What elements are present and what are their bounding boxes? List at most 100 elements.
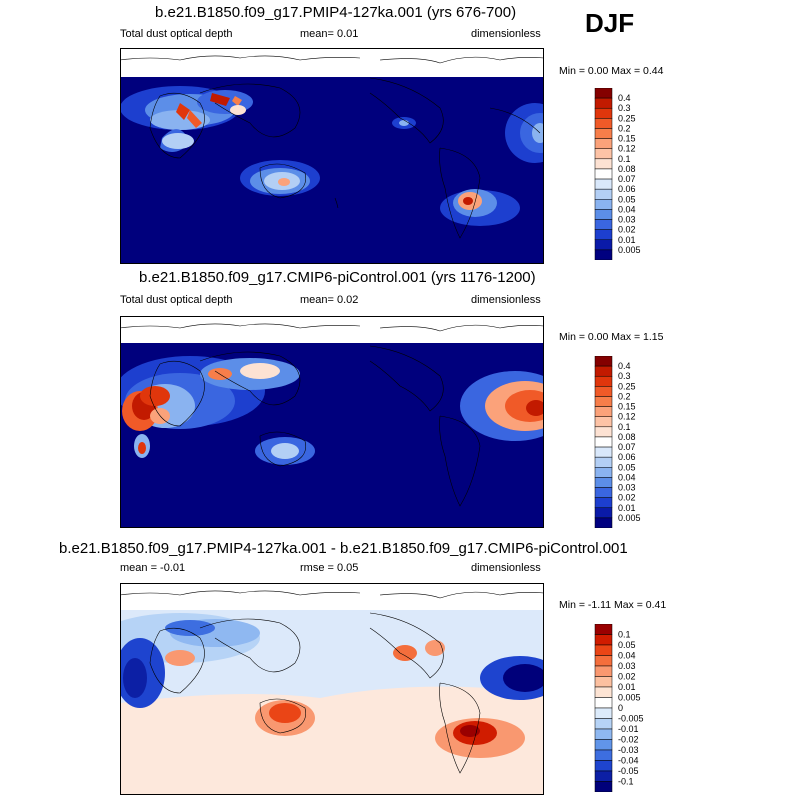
panel-1-colorbar-box [594,219,613,230]
panel-2-colorbar-box [594,386,613,397]
panel-2-title: b.e21.B1850.f09_g17.CMIP6-piControl.001 … [139,269,536,286]
panel-1-colorbar-box [594,158,613,170]
panel-2-map [120,316,544,528]
panel-1-colorbar-box [594,138,613,149]
panel-2-minmax: Min = 0.00 Max = 1.15 [559,331,664,343]
panel-3-colorbar-label: 0.02 [618,672,636,682]
panel-1-colorbar-label: 0.03 [618,215,636,225]
panel-1-colorbar-label: 0.3 [618,103,631,113]
panel-3-colorbar-label: 0.005 [618,693,641,703]
panel-1-colorbar-box [594,199,613,210]
panel-2-colorbar-box [594,507,613,519]
panel-1-minmax: Min = 0.00 Max = 0.44 [559,65,664,77]
panel-1-title: b.e21.B1850.f09_g17.PMIP4-127ka.001 (yrs… [155,4,517,21]
panel-3-colorbar-label: -0.02 [618,735,639,745]
panel-3-colorbar-box [594,739,613,751]
panel-3-colorbar-box [594,665,613,677]
panel-3-colorbar-label: -0.005 [618,714,644,724]
panel-3-colorbar-label: 0.1 [618,630,631,640]
panel-3-colorbar: 0.10.050.040.030.020.010.0050-0.005-0.01… [594,624,644,792]
panel-1-colorbar-box [594,148,613,160]
panel-3-colorbar-box [594,634,613,646]
panel-2-colorbar: 0.40.30.250.20.150.120.10.080.070.060.05… [594,356,641,528]
panel-1-colorbar-label: 0.12 [618,144,636,154]
panel-2-colorbar-box [594,356,613,367]
panel-3-colorbar-box [594,781,613,792]
panel-1-colorbar-label: 0.07 [618,174,636,184]
panel-3-colorbar-box [594,624,613,635]
panel-2-colorbar-label: 0.03 [618,483,636,493]
panel-3-colorbar-box [594,760,613,772]
panel-2-colorbar-box [594,375,613,387]
panel-3-diff-shading [120,610,544,758]
panel-2-colorbar-label: 0.005 [618,513,641,523]
panel-2-colorbar-label: 0.4 [618,361,631,371]
panel-2-colorbar-box [594,426,613,438]
panel-2-colorbar-box [594,446,613,458]
panel-1-map [120,48,544,264]
panel-3-colorbar-box [594,728,613,740]
panel-1-colorbar-label: 0.04 [618,204,636,214]
panel-1-colorbar-label: 0.25 [618,113,636,123]
panel-3-colorbar-label: -0.1 [618,777,634,787]
panel-3-colorbar-box [594,644,613,656]
panel-1-colorbar-label: 0.08 [618,164,636,174]
panel-3-colorbar-box [594,718,613,730]
panel-3-colorbar-label: -0.03 [618,745,639,755]
panel-3-colorbar-label: 0.05 [618,640,636,650]
panel-1-colorbar-label: 0.2 [618,123,631,133]
panel-1-colorbar-box [594,239,613,251]
panel-1-colorbar-box [594,128,613,139]
panel-2-colorbar-label: 0.3 [618,371,631,381]
panel-2-colorbar-label: 0.04 [618,472,636,482]
panel-1-coastlines [120,55,544,239]
panel-2-colorbar-box [594,456,613,468]
panel-1-colorbar-label: 0.02 [618,225,636,235]
panel-1-colorbar-box [594,178,613,190]
panel-3-colorbar-label: 0.03 [618,661,636,671]
panel-1-colorbar-label: 0.01 [618,235,636,245]
panel-1-units-label: dimensionless [471,28,541,40]
panel-3-colorbar-label: 0.04 [618,651,636,661]
panel-2-colorbar-label: 0.02 [618,493,636,503]
panel-3-colorbar-label: 0.01 [618,682,636,692]
panel-1-colorbar-box [594,209,613,220]
panel-3-colorbar-label: -0.05 [618,766,639,776]
panel-1-colorbar-box [594,107,613,119]
panel-2-coastlines [120,323,544,507]
panel-2-units-label: dimensionless [471,294,541,306]
panel-2-dust-field [120,356,544,465]
panel-1-colorbar-label: 0.4 [618,93,631,103]
panel-1-colorbar-box [594,88,613,99]
panel-2-left-label: Total dust optical depth [120,294,233,306]
panel-1-colorbar-box [594,249,613,260]
panel-1-mean-label: mean= 0.01 [300,28,359,40]
panel-1-left-label: Total dust optical depth [120,28,233,40]
panel-2-mean-label: mean= 0.02 [300,294,359,306]
panel-3-colorbar-box [594,770,613,782]
panel-1-colorbar-box [594,229,613,241]
panel-3-mean-label: mean = -0.01 [120,562,186,574]
panel-2-colorbar-box [594,517,613,528]
panel-2-colorbar-label: 0.01 [618,503,636,513]
panel-2-colorbar-box [594,365,613,377]
panel-1-colorbar: 0.40.30.250.20.150.120.10.080.070.060.05… [594,88,641,260]
panel-1-colorbar-box [594,97,613,109]
panel-3-rmse-label: rmse = 0.05 [300,562,359,574]
panel-2-colorbar-box [594,467,613,478]
panel-2-colorbar-label: 0.06 [618,452,636,462]
panel-2-colorbar-label: 0.07 [618,442,636,452]
panel-3-colorbar-label: 0 [618,703,623,713]
panel-2-colorbar-label: 0.15 [618,402,636,412]
panel-2-colorbar-label: 0.1 [618,422,631,432]
panel-2-colorbar-label: 0.2 [618,391,631,401]
panel-2-colorbar-box [594,487,613,498]
panel-2-colorbar-label: 0.08 [618,432,636,442]
panel-3-colorbar-box [594,707,613,719]
panel-1-colorbar-label: 0.15 [618,134,636,144]
panel-2-colorbar-box [594,416,613,428]
panel-3-units-label: dimensionless [471,562,541,574]
panel-3-colorbar-box [594,749,613,761]
panel-3-colorbar-box [594,655,613,667]
panel-3-colorbar-box [594,676,613,688]
